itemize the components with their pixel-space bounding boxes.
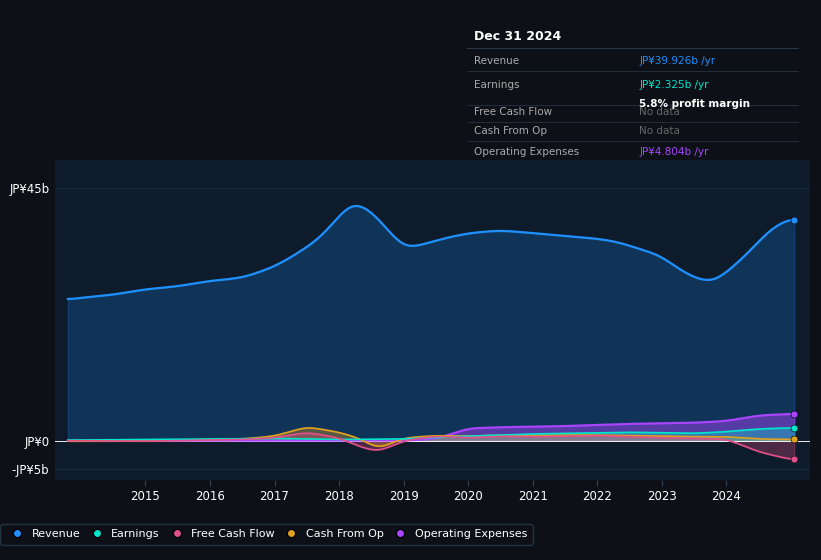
Text: JP¥39.926b /yr: JP¥39.926b /yr	[640, 57, 716, 67]
Text: No data: No data	[640, 107, 681, 117]
Text: 5.8% profit margin: 5.8% profit margin	[640, 99, 750, 109]
Legend: Revenue, Earnings, Free Cash Flow, Cash From Op, Operating Expenses: Revenue, Earnings, Free Cash Flow, Cash …	[0, 524, 533, 545]
Text: Earnings: Earnings	[474, 80, 520, 90]
Text: JP¥2.325b /yr: JP¥2.325b /yr	[640, 80, 709, 90]
Text: Cash From Op: Cash From Op	[474, 126, 547, 136]
Text: Revenue: Revenue	[474, 57, 519, 67]
Text: JP¥4.804b /yr: JP¥4.804b /yr	[640, 147, 709, 157]
Text: Free Cash Flow: Free Cash Flow	[474, 107, 552, 117]
Text: No data: No data	[640, 126, 681, 136]
Text: Dec 31 2024: Dec 31 2024	[474, 30, 561, 43]
Text: Operating Expenses: Operating Expenses	[474, 147, 579, 157]
